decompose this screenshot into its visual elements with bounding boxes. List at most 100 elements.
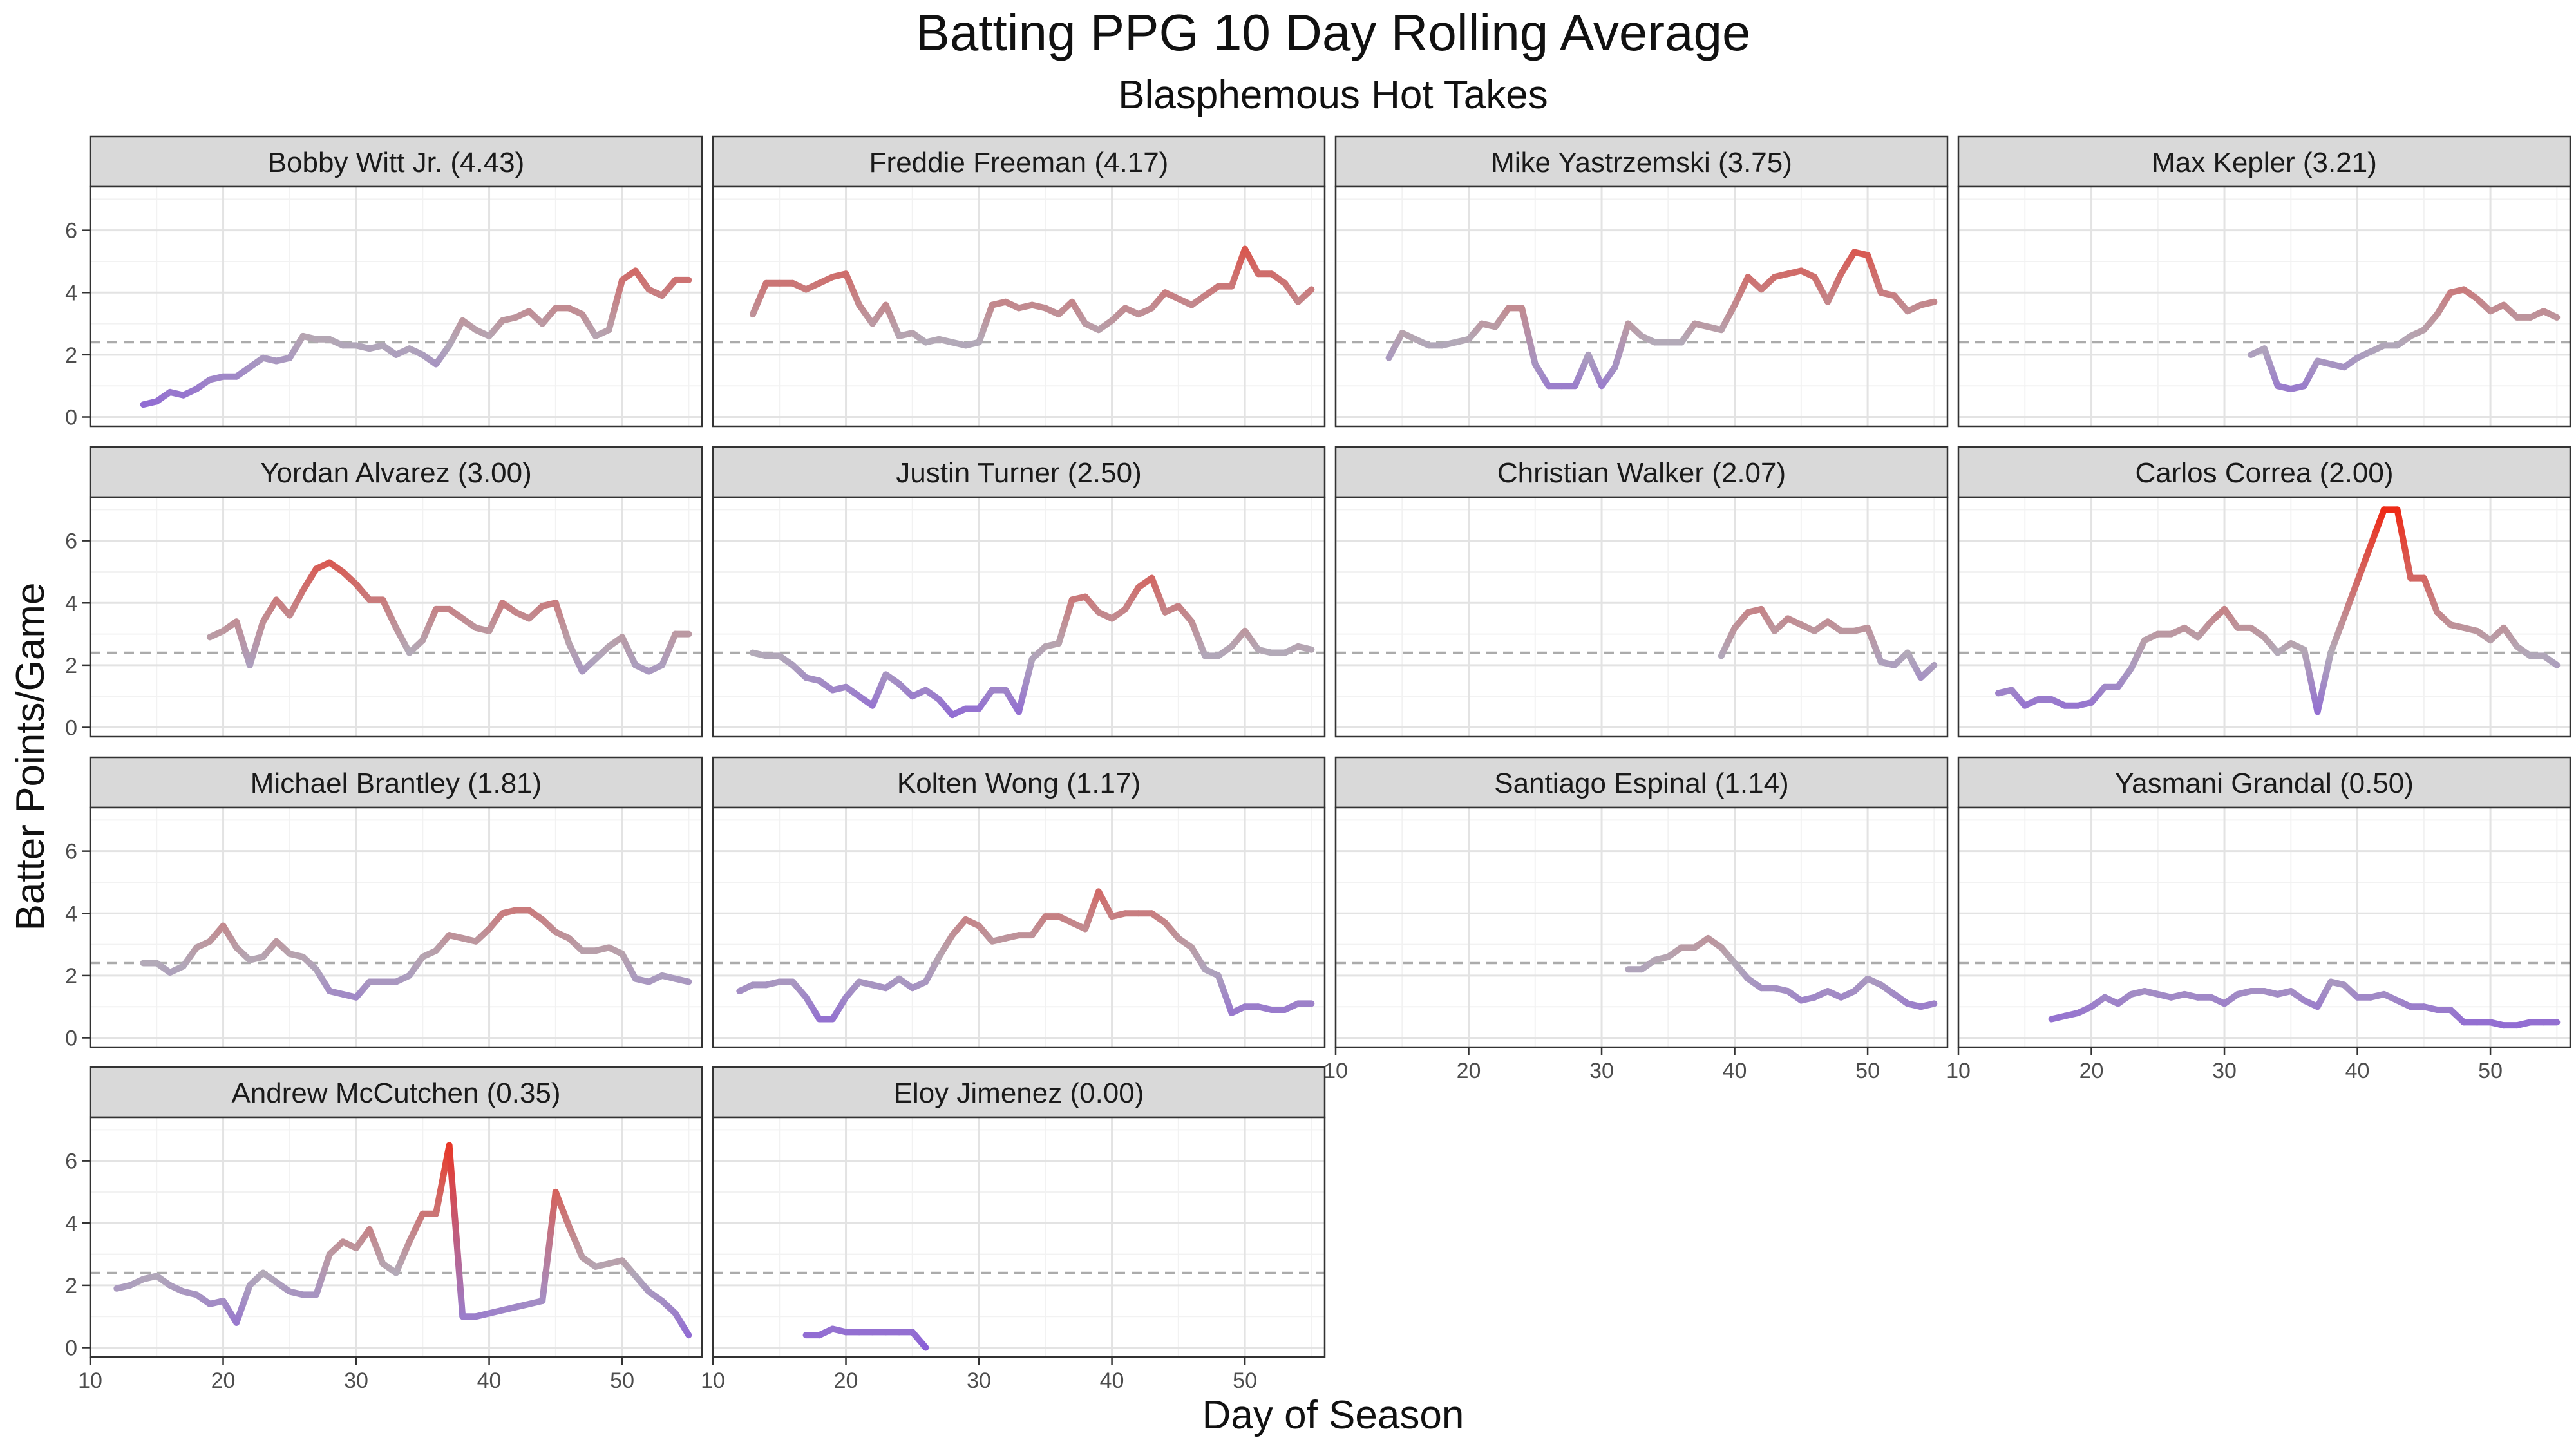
line-segment (2128, 637, 2148, 672)
facet-panel: Bobby Witt Jr. (4.43) 0 2 4 6 (65, 135, 703, 430)
line-segment (869, 301, 889, 327)
line-segment (659, 276, 679, 299)
line-segment (2088, 683, 2108, 706)
line-segment (1228, 627, 1249, 650)
series-line (802, 1325, 929, 1351)
line-segment (2500, 624, 2521, 650)
line-segment (486, 317, 506, 339)
line-segment (632, 267, 652, 293)
panel-border (1957, 185, 2571, 428)
line-segment (1162, 919, 1182, 942)
line-segment (180, 944, 200, 970)
line-segment (869, 671, 889, 709)
y-tick-label: 6 (65, 840, 77, 864)
line-segment (1028, 913, 1049, 939)
line-segment (672, 975, 692, 985)
panel-border (712, 185, 1326, 428)
line-segment (579, 311, 599, 339)
plot-background (1336, 497, 1947, 737)
line-segment (1282, 279, 1302, 305)
x-tick-label: 10 (701, 1368, 725, 1393)
x-axis-label: Day of Season (1202, 1393, 1464, 1437)
y-tick-label: 4 (65, 902, 77, 926)
line-segment (2434, 289, 2454, 318)
facet-strip (1957, 446, 2571, 498)
y-tick-label: 2 (65, 964, 77, 989)
line-segment (1188, 618, 1209, 659)
panel-border (89, 185, 703, 428)
series-line (1385, 249, 1938, 390)
line-segment (1095, 888, 1115, 920)
x-tick-label: 30 (344, 1368, 368, 1393)
line-segment (419, 605, 439, 644)
x-tick-label: 40 (1723, 1059, 1747, 1083)
panel-border (712, 1116, 1326, 1358)
line-segment (1611, 320, 1632, 371)
panel-border (1334, 496, 1949, 738)
x-tick-label: 10 (1946, 1059, 1971, 1083)
x-tick-label: 50 (2478, 1059, 2503, 1083)
facet-strip (712, 135, 1326, 188)
line-segment (1294, 643, 1315, 653)
y-tick-label: 0 (65, 406, 77, 430)
line-segment (1824, 270, 1844, 305)
line-segment (1082, 593, 1102, 616)
line-segment (2300, 357, 2321, 390)
series-line (1625, 934, 1938, 1010)
series-line (1994, 506, 2561, 715)
line-segment (2540, 652, 2561, 668)
line-segment (976, 687, 996, 712)
line-segment (1465, 320, 1486, 343)
series-line (749, 574, 1315, 719)
line-segment (1175, 603, 1195, 625)
line-segment (976, 301, 996, 346)
line-segment (1598, 364, 1618, 390)
series-line (2248, 286, 2561, 393)
series-line (140, 907, 692, 1001)
y-tick-label: 4 (65, 1211, 77, 1236)
chart-title: Batting PPG 10 Day Rolling Average (915, 4, 1750, 61)
line-segment (1731, 960, 1752, 982)
line-segment (2314, 978, 2334, 1010)
plot-background (713, 1117, 1325, 1357)
facet-panel: Eloy Jimenez (0.00) 10 20 30 40 50 (701, 1066, 1326, 1393)
line-segment (2314, 649, 2334, 715)
line-segment (366, 1226, 386, 1267)
facet-strip-label: Michael Brantley (1.81) (251, 768, 542, 799)
facet-strip (89, 1066, 703, 1119)
line-segment (1757, 605, 1778, 634)
x-tick-label: 10 (1323, 1059, 1348, 1083)
line-segment (619, 951, 639, 982)
plot-background (1958, 808, 2570, 1047)
y-tick-label: 6 (65, 219, 77, 243)
line-segment (552, 1188, 573, 1230)
facet-panel: Carlos Correa (2.00) (1957, 446, 2571, 738)
facet-panel: Mike Yastrzemski (3.75) (1334, 135, 1949, 428)
facet-panel: Andrew McCutchen (0.35) 0 2 4 6 10 20 30 40 50 (65, 1066, 703, 1393)
facet-panel: Christian Walker (2.07) (1334, 446, 1949, 738)
panel-border (1334, 806, 1949, 1048)
line-segment (393, 624, 413, 656)
line-segment (619, 634, 639, 668)
line-segment (802, 994, 823, 1023)
facet-strip (712, 756, 1326, 809)
facet-strip (712, 446, 1326, 498)
plot-background (90, 497, 702, 737)
line-segment (605, 276, 626, 334)
facet-strip (1957, 135, 2571, 188)
y-tick-label: 6 (65, 529, 77, 554)
line-segment (856, 301, 876, 327)
y-tick-label: 2 (65, 343, 77, 368)
facet-strip-label: Mike Yastrzemski (3.75) (1491, 147, 1792, 178)
facet-strip-label: Andrew McCutchen (0.35) (231, 1077, 560, 1109)
line-segment (1731, 274, 1752, 308)
line-segment (1904, 649, 1924, 681)
line-segment (1891, 292, 1911, 315)
plot-background (1958, 187, 2570, 426)
line-segment (486, 600, 506, 634)
line-segment (672, 1310, 692, 1339)
line-segment (1917, 298, 1938, 308)
line-segment (2394, 506, 2414, 582)
x-tick-label: 20 (2079, 1059, 2104, 1083)
line-segment (2008, 687, 2029, 709)
